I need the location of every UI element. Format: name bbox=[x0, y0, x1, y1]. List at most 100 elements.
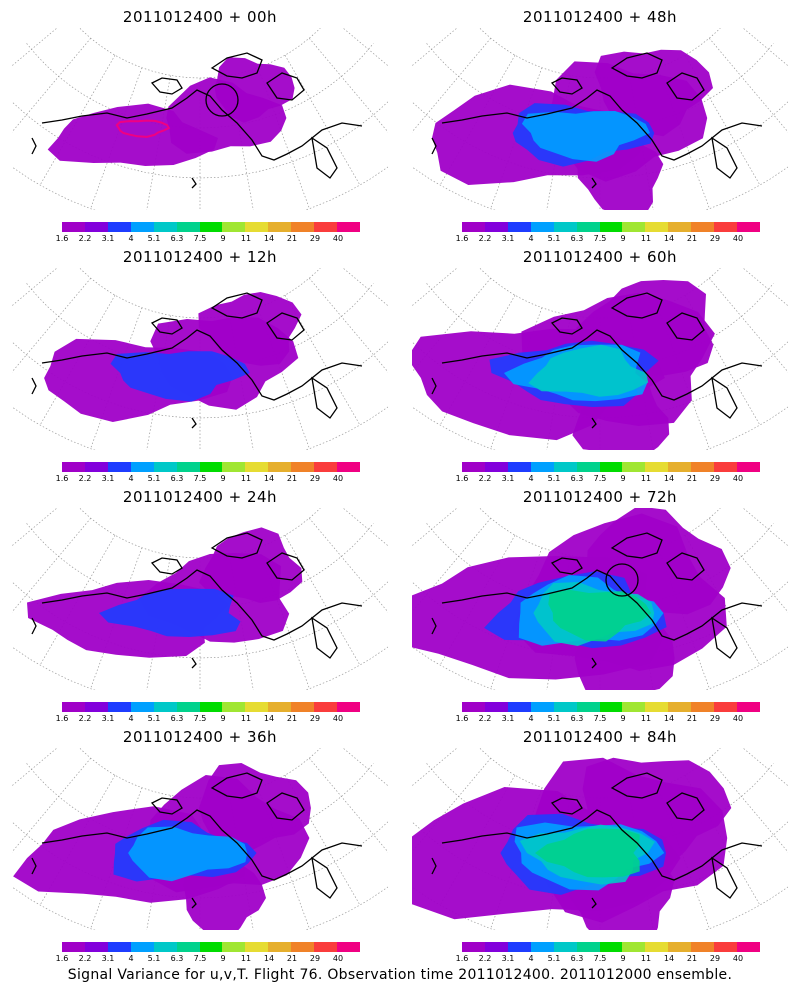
colorbar-tick-label: 2.2 bbox=[478, 234, 492, 243]
coastline bbox=[31, 617, 37, 635]
longitude-line bbox=[12, 268, 58, 307]
coastline bbox=[610, 772, 663, 799]
colorbar-swatch bbox=[222, 942, 246, 952]
colorbar-tick-label: 9 bbox=[220, 234, 226, 243]
colorbar-tick-label: 9 bbox=[620, 474, 626, 483]
variance-region bbox=[528, 344, 649, 397]
colorbar-swatch bbox=[484, 702, 508, 712]
polar-map bbox=[412, 28, 788, 210]
colorbar-swatch bbox=[507, 702, 531, 712]
coastline bbox=[31, 137, 37, 155]
longitude-line bbox=[90, 307, 143, 449]
colorbar-tick-label: 21 bbox=[686, 234, 698, 243]
coastline bbox=[311, 136, 338, 179]
colorbar-swatch bbox=[153, 462, 177, 472]
variance-region bbox=[199, 527, 303, 603]
coastline bbox=[711, 376, 738, 419]
colorbar-swatch bbox=[107, 222, 131, 232]
colorbar-tick-label: 4 bbox=[128, 954, 134, 963]
coastline bbox=[41, 569, 363, 641]
coastline bbox=[591, 657, 597, 669]
colorbar-tick-label: 5.1 bbox=[547, 954, 561, 963]
colorbar bbox=[462, 942, 760, 952]
colorbar-tick-label: 2.2 bbox=[478, 954, 492, 963]
longitude-line bbox=[709, 278, 788, 373]
panel-title: 2011012400 + 00h bbox=[122, 8, 278, 26]
coastline bbox=[191, 417, 197, 429]
colorbar bbox=[62, 942, 360, 952]
coastline bbox=[441, 809, 763, 881]
map-panel: 2011012400 + 48h 1.6 2.2 3.1 4 5.1 6.3 7.5 9 11 14… bbox=[400, 0, 800, 243]
colorbar-tick-label: 1.6 bbox=[55, 714, 69, 723]
colorbar-swatch bbox=[691, 222, 715, 232]
coastline bbox=[150, 317, 183, 335]
colorbar-swatch bbox=[199, 942, 223, 952]
variance-region bbox=[198, 763, 311, 856]
colorbar-tick-label: 9 bbox=[620, 954, 626, 963]
colorbar-swatch bbox=[599, 702, 623, 712]
colorbar-swatch bbox=[576, 702, 600, 712]
colorbar-tick-label: 14 bbox=[663, 714, 675, 723]
colorbar-tick-label: 7.5 bbox=[193, 714, 207, 723]
colorbar-swatch bbox=[199, 702, 223, 712]
colorbar-tick-label: 9 bbox=[220, 474, 226, 483]
colorbar-tick-label: 7.5 bbox=[593, 954, 607, 963]
colorbar-swatch bbox=[130, 222, 154, 232]
colorbar-swatch bbox=[130, 942, 154, 952]
colorbar-swatch bbox=[62, 702, 85, 712]
colorbar bbox=[462, 462, 760, 472]
colorbar-swatch bbox=[245, 222, 269, 232]
colorbar-tick-label: 21 bbox=[686, 474, 698, 483]
colorbar-swatch bbox=[484, 462, 508, 472]
colorbar-tick-label: 21 bbox=[286, 234, 298, 243]
colorbar-tick-label: 6.3 bbox=[570, 234, 584, 243]
latitude-line bbox=[12, 166, 388, 210]
panel-title: 2011012400 + 24h bbox=[122, 488, 278, 506]
colorbar-tick-label: 6.3 bbox=[170, 954, 184, 963]
colorbar-tick-label: 6.3 bbox=[570, 954, 584, 963]
coastline bbox=[311, 856, 338, 899]
longitude-line bbox=[709, 758, 788, 853]
colorbar-swatch bbox=[268, 702, 292, 712]
coastline bbox=[666, 312, 705, 341]
colorbar-swatch bbox=[245, 462, 269, 472]
colorbar-swatch bbox=[84, 702, 108, 712]
colorbar-tick-label: 40 bbox=[732, 714, 744, 723]
colorbar-swatch bbox=[62, 222, 85, 232]
polar-map bbox=[12, 268, 388, 450]
coastline bbox=[666, 792, 705, 821]
coastline bbox=[266, 312, 305, 341]
colorbar-swatch bbox=[691, 942, 715, 952]
colorbar-swatch bbox=[153, 942, 177, 952]
colorbar-swatch bbox=[599, 942, 623, 952]
colorbar-swatch bbox=[737, 942, 760, 952]
latitude-line bbox=[412, 646, 788, 690]
colorbar-tick-label: 40 bbox=[332, 234, 344, 243]
coastline bbox=[441, 329, 763, 401]
colorbar-swatch bbox=[153, 222, 177, 232]
colorbar-swatch bbox=[530, 702, 554, 712]
colorbar-tick-label: 2.2 bbox=[78, 954, 92, 963]
colorbar-tick-label: 1.6 bbox=[455, 714, 469, 723]
panel-title: 2011012400 + 84h bbox=[522, 728, 678, 746]
map-panel: 2011012400 + 60h 1.6 2.2 3.1 4 5.1 6.3 7.5 9 11 14… bbox=[400, 240, 800, 483]
colorbar bbox=[462, 222, 760, 232]
colorbar-tick-label: 5.1 bbox=[547, 714, 561, 723]
colorbar-tick-label: 29 bbox=[709, 714, 721, 723]
panel-title: 2011012400 + 60h bbox=[522, 248, 678, 266]
colorbar-swatch bbox=[314, 222, 338, 232]
longitude-line bbox=[12, 508, 58, 547]
colorbar-tick-label: 40 bbox=[332, 954, 344, 963]
colorbar-tick-label: 29 bbox=[309, 714, 321, 723]
colorbar-swatch bbox=[107, 702, 131, 712]
colorbar-tick-label: 29 bbox=[309, 954, 321, 963]
colorbar-swatch bbox=[107, 462, 131, 472]
colorbar-labels: 1.6 2.2 3.1 4 5.1 6.3 7.5 9 11 14 21 29 40 bbox=[448, 714, 768, 726]
colorbar-swatch bbox=[176, 942, 200, 952]
colorbar-swatch bbox=[314, 462, 338, 472]
colorbar-swatch bbox=[645, 222, 669, 232]
colorbar-tick-label: 4 bbox=[128, 234, 134, 243]
coastline bbox=[41, 89, 363, 161]
colorbar-swatch bbox=[462, 702, 485, 712]
longitude-line bbox=[412, 758, 491, 853]
